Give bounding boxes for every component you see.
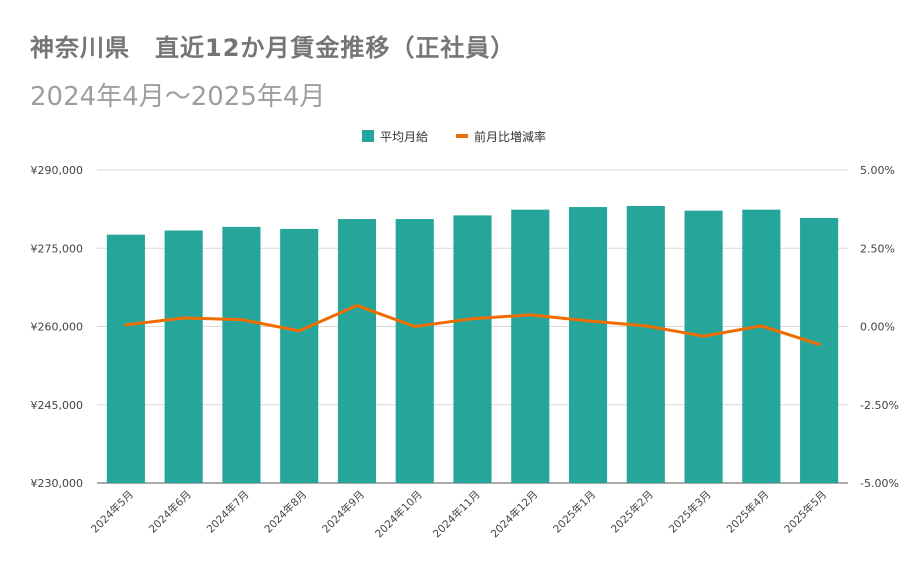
legend-label-bar: 平均月給 (380, 130, 428, 144)
x-tick-label: 2025年1月 (550, 488, 598, 536)
bar-layer (106, 205, 839, 483)
axis-right: -5.00% -2.50% 0.00% 2.50% 5.00% (860, 164, 899, 490)
bar (164, 230, 203, 483)
chart-subtitle: 2024年4月～2025年4月 (30, 82, 326, 112)
bar (222, 226, 261, 483)
line-point (528, 313, 532, 317)
bar (280, 228, 319, 483)
y-right-tick-label: 2.50% (860, 242, 895, 255)
x-tick-label: 2024年7月 (204, 488, 252, 536)
y-right-tick-label: -2.50% (860, 399, 899, 412)
bar (742, 209, 781, 483)
axis-left: ¥230,000 ¥245,000 ¥260,000 ¥275,000 ¥290,000 (31, 164, 84, 490)
y-right-tick-label: 0.00% (860, 321, 895, 334)
y-left-tick-label: ¥290,000 (31, 164, 84, 177)
x-tick-label: 2024年10月 (372, 488, 424, 540)
x-tick-label: 2024年8月 (262, 488, 310, 536)
bar (568, 207, 608, 483)
x-tick-label: 2025年5月 (782, 488, 830, 536)
line-point (413, 325, 417, 328)
line-layer (124, 304, 821, 346)
legend-label-line: 前月比増減率 (474, 129, 546, 144)
x-tick-label: 2025年2月 (608, 488, 656, 536)
line-point (817, 342, 821, 346)
line-point (297, 329, 301, 333)
bar (337, 219, 377, 483)
line-point (239, 318, 243, 322)
y-right-tick-label: -5.00% (860, 477, 899, 490)
bar (511, 209, 550, 483)
x-tick-label: 2024年6月 (146, 488, 194, 536)
y-left-tick-label: ¥275,000 (31, 242, 84, 255)
x-tick-label: 2024年11月 (430, 488, 482, 540)
bar (453, 215, 492, 483)
y-right-tick-label: 5.00% (860, 164, 895, 177)
x-tick-label: 2024年9月 (319, 488, 367, 536)
legend: 平均月給 前月比増減率 (362, 129, 546, 144)
x-tick-label: 2024年12月 (488, 488, 540, 540)
legend-swatch-bar (362, 130, 374, 142)
line-point (702, 334, 706, 338)
bar (626, 205, 665, 483)
line-point (182, 316, 186, 320)
y-left-tick-label: ¥245,000 (31, 399, 84, 412)
bar (684, 210, 723, 483)
bar (800, 217, 839, 483)
line-point (355, 304, 359, 308)
line-point (124, 323, 128, 327)
legend-swatch-line (456, 134, 468, 138)
chart-title: 神奈川県 直近12か月賃金推移（正社員） (30, 34, 516, 62)
bar (395, 219, 434, 483)
line-point (471, 317, 474, 321)
x-tick-label: 2025年4月 (724, 488, 772, 536)
x-tick-label: 2024年5月 (88, 488, 136, 536)
axis-x: 2024年5月 2024年6月 2024年7月 2024年8月 2024年9月 2024年… (88, 488, 829, 540)
line-point (644, 324, 648, 328)
x-tick-label: 2025年3月 (666, 488, 714, 536)
line-point (586, 319, 590, 323)
line-point (759, 324, 763, 328)
y-left-tick-label: ¥230,000 (31, 477, 84, 490)
y-left-tick-label: ¥260,000 (31, 321, 84, 334)
bar (106, 234, 145, 483)
